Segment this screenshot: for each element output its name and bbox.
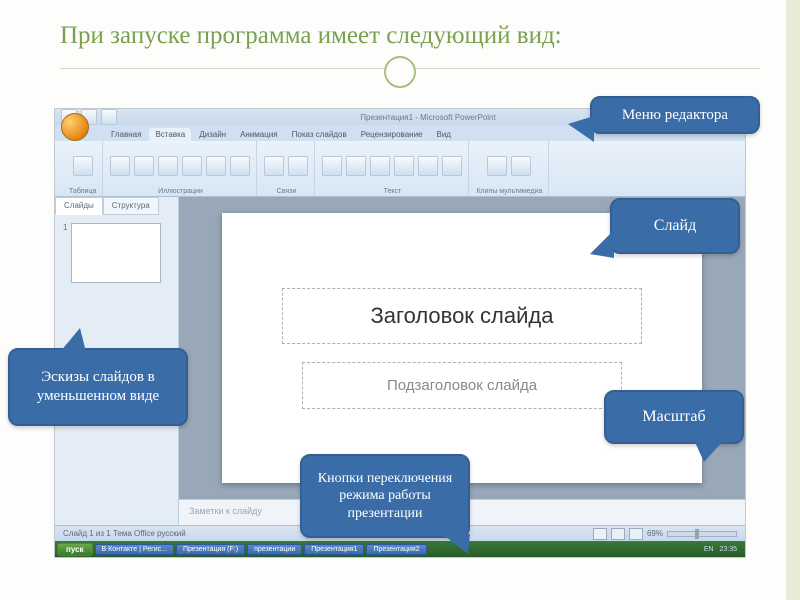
view-slideshow-button[interactable] — [629, 528, 643, 540]
ribbon-button[interactable] — [230, 156, 250, 176]
decorative-circle — [384, 56, 416, 88]
taskbar-item[interactable]: Презентация2 — [366, 544, 426, 555]
thumbnail-tabs: Слайды Структура — [55, 197, 178, 215]
callout-slide: Слайд — [610, 198, 740, 254]
status-left: Слайд 1 из 1 Тема Office русский — [63, 529, 186, 538]
ribbon-button[interactable] — [511, 156, 531, 176]
page-title: При запуске программа имеет следующий ви… — [60, 22, 562, 50]
ribbon-tab[interactable]: Анимация — [234, 128, 284, 141]
callout-tail — [568, 116, 594, 142]
callout-editor-menu: Меню редактора — [590, 96, 760, 134]
ribbon-group: Клипы мультимедиа — [470, 141, 549, 196]
tray-clock: 23:35 — [719, 546, 737, 553]
ribbon-button[interactable] — [73, 156, 93, 176]
ribbon-button[interactable] — [110, 156, 130, 176]
callout-label: Эскизы слайдов в уменьшенном виде — [24, 368, 172, 406]
callout-tail — [694, 440, 724, 462]
ribbon-group: Таблица — [63, 141, 103, 196]
ribbon-button[interactable] — [418, 156, 438, 176]
slide-title-placeholder[interactable]: Заголовок слайда — [282, 288, 642, 344]
ribbon-button[interactable] — [158, 156, 178, 176]
callout-label: Кнопки переключения режима работы презен… — [316, 470, 454, 523]
template-right-stripe — [786, 0, 800, 600]
windows-taskbar: пуск В Контакте | Регис... Презентация (… — [55, 541, 745, 557]
ribbon-group-label: Связи — [277, 188, 297, 195]
qat-redo-icon[interactable] — [101, 109, 117, 125]
ribbon-tab[interactable]: Показ слайдов — [286, 128, 353, 141]
callout-tail — [590, 230, 614, 258]
ribbon-tab[interactable]: Вставка — [149, 128, 191, 141]
ribbon: Таблица Иллюстрации Связи — [55, 141, 745, 197]
ribbon-group-label: Иллюстрации — [158, 188, 203, 195]
ribbon-button[interactable] — [134, 156, 154, 176]
thumbnail-tab[interactable]: Слайды — [55, 197, 103, 215]
callout-label: Масштаб — [642, 408, 705, 426]
callout-tail — [442, 534, 470, 554]
ribbon-tab[interactable]: Главная — [105, 128, 147, 141]
ribbon-button[interactable] — [442, 156, 462, 176]
ribbon-button[interactable] — [487, 156, 507, 176]
ribbon-button[interactable] — [346, 156, 366, 176]
callout-zoom: Масштаб — [604, 390, 744, 444]
ribbon-group-label: Клипы мультимедиа — [476, 188, 542, 195]
tray-lang[interactable]: EN — [704, 546, 714, 553]
slide-thumbnail-preview — [71, 223, 161, 283]
taskbar-item[interactable]: Презентация (F:) — [176, 544, 245, 555]
taskbar-item[interactable]: презентации — [247, 544, 302, 555]
ribbon-tab[interactable]: Рецензирование — [355, 128, 429, 141]
ribbon-group-label: Текст — [384, 188, 402, 195]
ribbon-button[interactable] — [322, 156, 342, 176]
zoom-percent: 69% — [647, 529, 663, 538]
system-tray: EN 23:35 — [698, 546, 743, 553]
ribbon-tab[interactable]: Дизайн — [193, 128, 232, 141]
view-normal-button[interactable] — [593, 528, 607, 540]
office-orb-button[interactable] — [61, 113, 89, 141]
taskbar-item[interactable]: В Контакте | Регис... — [95, 544, 174, 555]
zoom-slider[interactable] — [667, 531, 737, 537]
ribbon-button[interactable] — [182, 156, 202, 176]
ribbon-group: Иллюстрации — [104, 141, 257, 196]
slide-thumbnail[interactable]: 1 — [63, 223, 170, 283]
callout-label: Меню редактора — [622, 107, 728, 124]
ribbon-group: Связи — [258, 141, 315, 196]
slide-subtitle-placeholder[interactable]: Подзаголовок слайда — [302, 362, 622, 409]
thumbnail-tab[interactable]: Структура — [103, 197, 159, 215]
taskbar-item[interactable]: Презентация1 — [304, 544, 364, 555]
view-sorter-button[interactable] — [611, 528, 625, 540]
ribbon-button[interactable] — [288, 156, 308, 176]
callout-view-buttons: Кнопки переключения режима работы презен… — [300, 454, 470, 538]
ribbon-button[interactable] — [394, 156, 414, 176]
slide-number: 1 — [63, 223, 67, 283]
ribbon-group: Текст — [316, 141, 469, 196]
ribbon-group-label: Таблица — [69, 188, 96, 195]
callout-tail — [60, 328, 86, 352]
callout-label: Слайд — [654, 217, 696, 235]
ribbon-button[interactable] — [206, 156, 226, 176]
ribbon-button[interactable] — [370, 156, 390, 176]
start-button[interactable]: пуск — [57, 543, 93, 556]
ribbon-button[interactable] — [264, 156, 284, 176]
callout-thumbnails: Эскизы слайдов в уменьшенном виде — [8, 348, 188, 426]
ribbon-tab[interactable]: Вид — [431, 128, 457, 141]
